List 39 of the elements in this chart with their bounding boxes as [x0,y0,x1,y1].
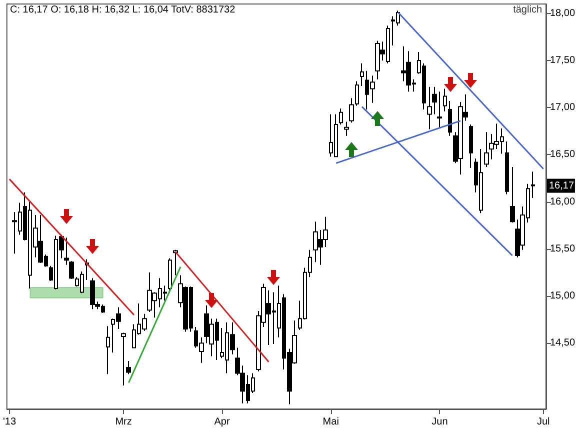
x-tick-label: Mai [322,416,339,428]
candlestick [510,166,515,224]
candlestick [168,258,172,291]
candlestick [126,360,131,375]
candlestick [437,91,442,128]
candlestick [443,88,447,112]
candlestick [469,124,473,168]
chart-title: C: 16,17 O: 16,18 H: 16,32 L: 16,04 TotV: 8831732 [10,4,236,16]
candlestick [531,171,535,199]
y-tick-label: 17,50 [550,55,576,66]
candlestick [360,62,364,86]
candlestick [349,98,354,124]
x-tick-label: Mrz [115,416,132,428]
candlestick [344,121,349,136]
y-tick-label: 15,00 [550,290,576,302]
candlestick [69,260,74,280]
text: 16,17 [548,180,574,192]
y-tick-label: 15,50 [550,243,576,254]
y-tick-label: 18,00 [550,8,576,19]
candlestick [173,249,178,276]
x-tick-label: Jun [432,416,448,428]
x-tick-label: Apr [214,416,230,428]
x-tick-label: '13 [2,416,16,428]
y-tick-label: 17,00 [550,102,576,114]
annotation: täglich [513,4,542,16]
y-tick-label: 14,50 [550,338,576,349]
candlestick [355,80,359,106]
candlestick [64,237,69,266]
candlestick [448,100,452,136]
candlestick [505,141,509,195]
y-tick-label: 16,50 [550,149,576,160]
candlestick [432,86,437,115]
candlestick [339,108,343,126]
y-tick-label: 16,00 [550,196,576,208]
x-tick-label: Jul [536,416,550,428]
candlestick [106,326,110,375]
candlestick [121,332,126,386]
candlestick [427,86,432,130]
candlestick [484,132,489,168]
